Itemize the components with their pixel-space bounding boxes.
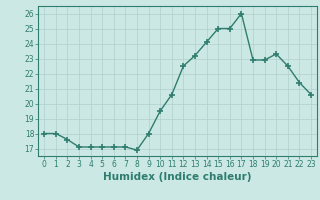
X-axis label: Humidex (Indice chaleur): Humidex (Indice chaleur) <box>103 172 252 182</box>
